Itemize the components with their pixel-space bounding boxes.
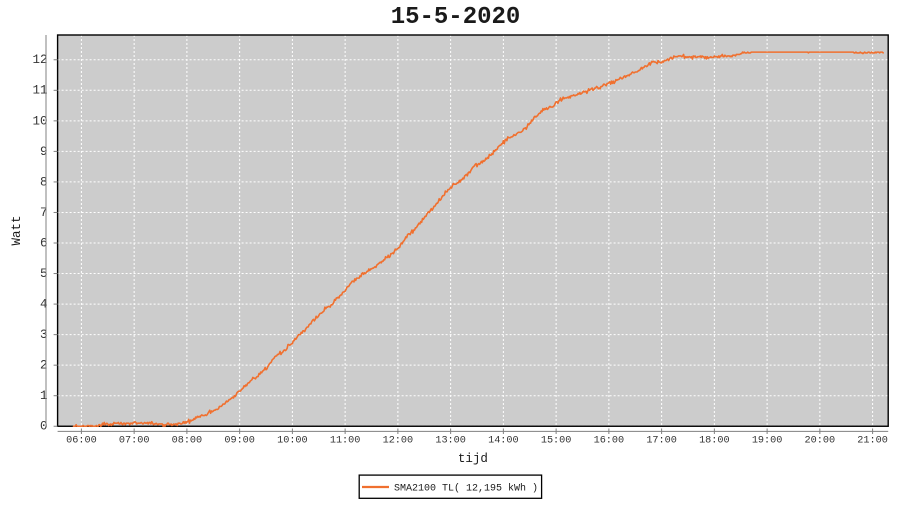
svg-text:14:00: 14:00 <box>488 436 519 447</box>
svg-text:SMA2100 TL( 12,195 kWh ): SMA2100 TL( 12,195 kWh ) <box>394 483 538 495</box>
svg-text:20:00: 20:00 <box>805 436 836 447</box>
svg-text:13:00: 13:00 <box>435 436 466 447</box>
svg-text:15-5-2020: 15-5-2020 <box>391 4 521 31</box>
svg-text:09:00: 09:00 <box>224 436 255 447</box>
svg-text:10: 10 <box>32 114 47 128</box>
svg-text:11: 11 <box>32 84 47 98</box>
svg-text:11:00: 11:00 <box>330 436 361 447</box>
svg-text:10:00: 10:00 <box>277 436 308 447</box>
svg-text:18:00: 18:00 <box>699 436 730 447</box>
svg-text:Watt: Watt <box>10 215 24 245</box>
svg-text:16:00: 16:00 <box>594 436 625 447</box>
svg-text:12:00: 12:00 <box>383 436 414 447</box>
svg-text:21:00: 21:00 <box>857 436 888 447</box>
svg-text:17:00: 17:00 <box>646 436 677 447</box>
svg-text:tijd: tijd <box>458 452 488 466</box>
svg-text:06:00: 06:00 <box>66 436 97 447</box>
svg-text:07:00: 07:00 <box>119 436 150 447</box>
svg-text:12: 12 <box>32 53 47 67</box>
svg-text:15:00: 15:00 <box>541 436 572 447</box>
svg-text:08:00: 08:00 <box>172 436 203 447</box>
svg-text:19:00: 19:00 <box>752 436 783 447</box>
